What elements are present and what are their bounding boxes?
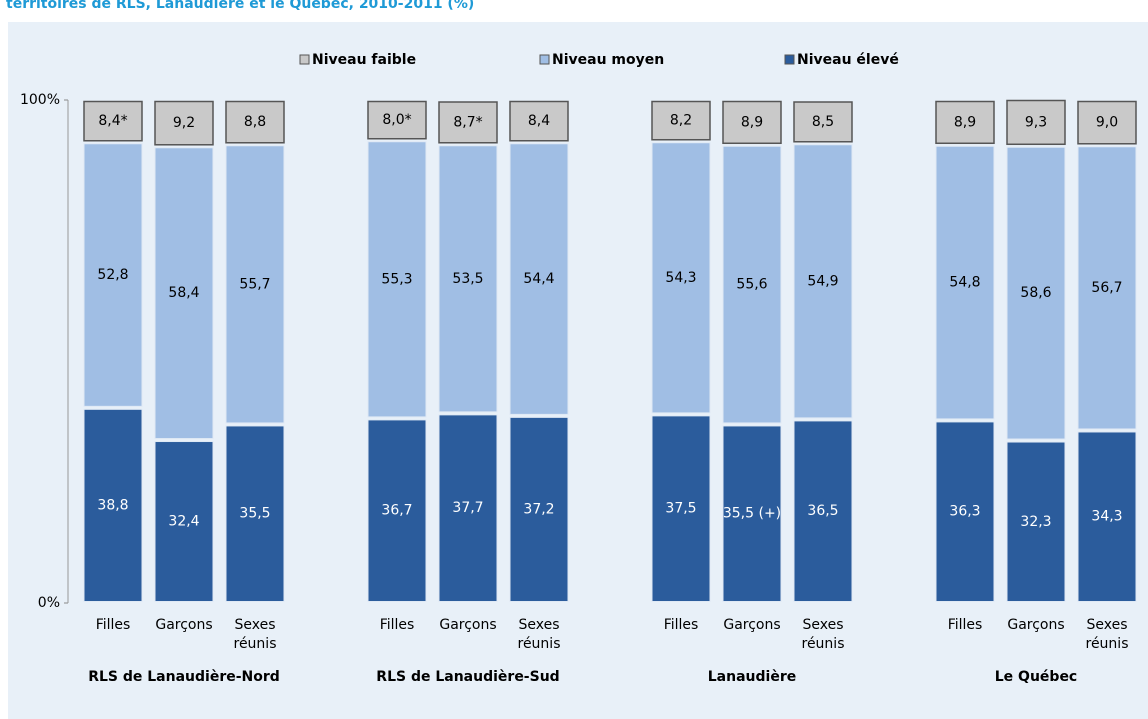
x-tick-label: Garçons [1007, 617, 1065, 633]
x-tick-label: Sexes réunis [801, 617, 845, 652]
legend-marker [539, 54, 550, 65]
x-tick-label: Sexes réunis [517, 617, 561, 652]
legend-label: Niveau faible [312, 52, 416, 68]
value-label: 9,0 [1096, 115, 1118, 131]
value-label: 58,6 [1020, 285, 1051, 301]
value-label: 8,4 [528, 113, 550, 129]
value-label: 52,8 [97, 267, 128, 283]
bar-segment [935, 145, 995, 420]
bar-segment [367, 419, 427, 602]
value-label: 35,5 (+) [723, 506, 781, 522]
value-label: 8,7* [453, 114, 482, 130]
group-label: RLS de Lanaudière-Sud [376, 669, 560, 685]
x-tick-label: Garçons [723, 617, 781, 633]
bar-segment [722, 425, 782, 602]
x-tick-label: Filles [379, 617, 415, 633]
value-label: 37,2 [523, 501, 554, 517]
x-tick-label: Filles [947, 617, 983, 633]
bar-segment [509, 100, 569, 142]
value-label: 36,7 [381, 503, 412, 519]
value-label: 32,3 [1020, 514, 1051, 530]
bar-segment [1077, 146, 1137, 430]
bar-segment [83, 143, 143, 407]
value-label: 54,4 [523, 271, 554, 287]
x-tick-label: Sexes réunis [1085, 617, 1129, 652]
bar-segment [225, 425, 285, 602]
bar-segment [154, 147, 214, 440]
value-label: 8,4* [98, 113, 127, 129]
value-label: 8,9 [954, 114, 976, 130]
bar-segment [154, 100, 214, 146]
bar-segment [651, 142, 711, 414]
value-label: 35,5 [239, 506, 270, 522]
value-label: 37,5 [665, 501, 696, 517]
legend-label: Niveau élevé [797, 52, 899, 68]
x-tick-label: Garçons [155, 617, 213, 633]
bar-segment [83, 100, 143, 142]
value-label: 8,8 [244, 114, 266, 130]
value-label: 56,7 [1091, 280, 1122, 296]
bar-segment [722, 145, 782, 424]
group-label: Lanaudière [707, 669, 797, 685]
value-label: 8,0* [382, 112, 411, 128]
value-label: 32,4 [168, 514, 199, 530]
bar-segment [793, 144, 853, 419]
value-label: 54,3 [665, 270, 696, 286]
x-tick-label: Filles [95, 617, 131, 633]
x-tick-label: Filles [663, 617, 699, 633]
bar-segment [225, 100, 285, 144]
value-label: 54,8 [949, 275, 980, 291]
value-label: 58,4 [168, 285, 199, 301]
legend-marker [784, 54, 795, 65]
bar-segment [1077, 431, 1137, 603]
legend-label: Niveau moyen [552, 52, 664, 68]
bar-segment [438, 101, 498, 144]
y-tick-label: 0% [38, 595, 60, 611]
bar-segment [793, 420, 853, 602]
bar-segment [935, 100, 995, 145]
bar-segment [935, 421, 995, 603]
bar-segment [1006, 99, 1066, 146]
value-label: 53,5 [452, 271, 483, 287]
bar-segment [722, 100, 782, 145]
value-label: 55,3 [381, 271, 412, 287]
bar-segment [509, 143, 569, 415]
value-label: 8,9 [741, 114, 763, 130]
chart-title: territoires de RLS, Lanaudière et le Qué… [6, 0, 474, 12]
legend-marker [299, 54, 310, 65]
value-label: 37,7 [452, 500, 483, 516]
bar-segment [225, 145, 285, 424]
bar-segment [438, 414, 498, 602]
bar-segment [367, 141, 427, 418]
bar-segment [1006, 146, 1066, 440]
value-label: 8,5 [812, 114, 834, 130]
bar-segment [1077, 100, 1137, 145]
bar-segment [1006, 441, 1066, 602]
bar-segment [509, 416, 569, 602]
bar-segment [83, 408, 143, 602]
value-label: 8,2 [670, 113, 692, 129]
bar-segment [367, 100, 427, 140]
bar-segment [651, 415, 711, 602]
group-label: RLS de Lanaudière-Nord [88, 669, 280, 685]
bar-segment [154, 441, 214, 603]
value-label: 9,2 [173, 115, 195, 131]
value-label: 55,7 [239, 276, 270, 292]
bar-segment [438, 145, 498, 413]
value-label: 36,5 [807, 503, 838, 519]
y-tick-label: 100% [20, 92, 60, 108]
bar-segment [651, 100, 711, 141]
bar-segment [793, 101, 853, 143]
value-label: 54,9 [807, 273, 838, 289]
value-label: 38,8 [97, 497, 128, 513]
value-label: 55,6 [736, 277, 767, 293]
value-label: 9,3 [1025, 114, 1047, 130]
value-label: 36,3 [949, 504, 980, 520]
x-tick-label: Sexes réunis [233, 617, 277, 652]
value-label: 34,3 [1091, 509, 1122, 525]
x-tick-label: Garçons [439, 617, 497, 633]
group-label: Le Québec [994, 669, 1078, 685]
